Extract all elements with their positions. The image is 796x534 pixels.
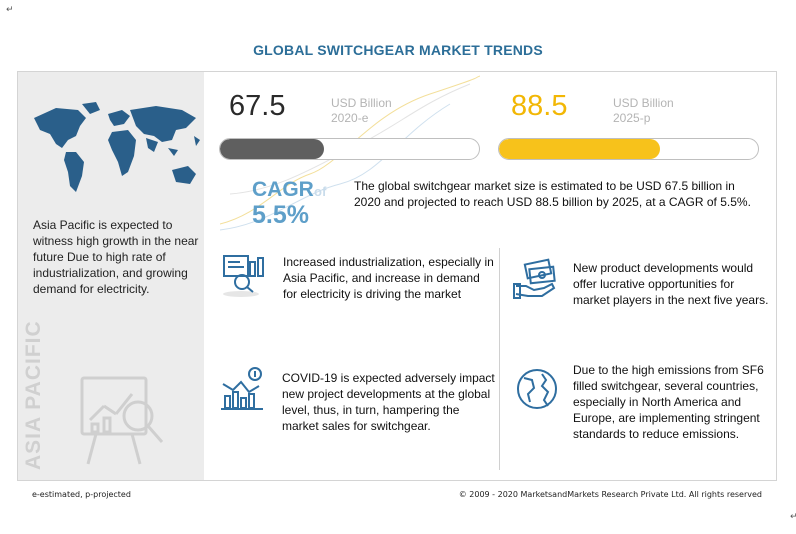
projected-value-unit: USD Billion 2025-p xyxy=(613,96,674,126)
current-unit-label: USD Billion xyxy=(331,96,392,110)
paragraph-mark: ↵ xyxy=(790,512,796,522)
region-description: Asia Pacific is expected to witness high… xyxy=(33,218,199,296)
projected-value-bar-fill xyxy=(499,139,660,159)
projected-market-value: 88.5 xyxy=(511,90,568,122)
projected-unit-label: USD Billion xyxy=(613,96,674,110)
market-summary: The global switchgear market size is est… xyxy=(354,179,751,209)
insight-text: New product developments would offer luc… xyxy=(573,261,769,307)
globe-icon xyxy=(517,369,557,409)
insight-text: Due to the high emissions from SF6 fille… xyxy=(573,363,764,441)
cagr-value: 5.5% xyxy=(252,201,309,229)
copyright-notice: © 2009 - 2020 MarketsandMarkets Research… xyxy=(458,490,762,499)
cagr-label: CAGR xyxy=(252,178,314,201)
analytics-board-icon xyxy=(80,376,164,465)
world-map-icon xyxy=(34,102,200,192)
industrial-analysis-icon xyxy=(223,255,264,297)
footnote: e-estimated, p-projected xyxy=(32,490,131,499)
paragraph-mark: ↵ xyxy=(6,5,14,15)
insight-text: Increased industrialization, especially … xyxy=(283,255,494,301)
column-divider xyxy=(499,248,500,470)
market-decline-icon xyxy=(221,367,263,410)
current-value-bar xyxy=(219,138,480,160)
current-value-unit: USD Billion 2020-e xyxy=(331,96,392,126)
current-year-label: 2020-e xyxy=(331,111,369,125)
insight-text: COVID-19 is expected adversely impact ne… xyxy=(282,371,495,433)
money-hand-icon xyxy=(513,258,556,299)
projected-value-bar xyxy=(498,138,759,160)
cagr-of-label: of xyxy=(314,184,327,199)
page-title: GLOBAL SWITCHGEAR MARKET TRENDS xyxy=(253,42,543,58)
projected-year-label: 2025-p xyxy=(613,111,651,125)
current-value-bar-fill xyxy=(220,139,324,159)
region-vertical-label: ASIA PACIFIC xyxy=(22,320,45,470)
current-market-value: 67.5 xyxy=(229,90,286,122)
